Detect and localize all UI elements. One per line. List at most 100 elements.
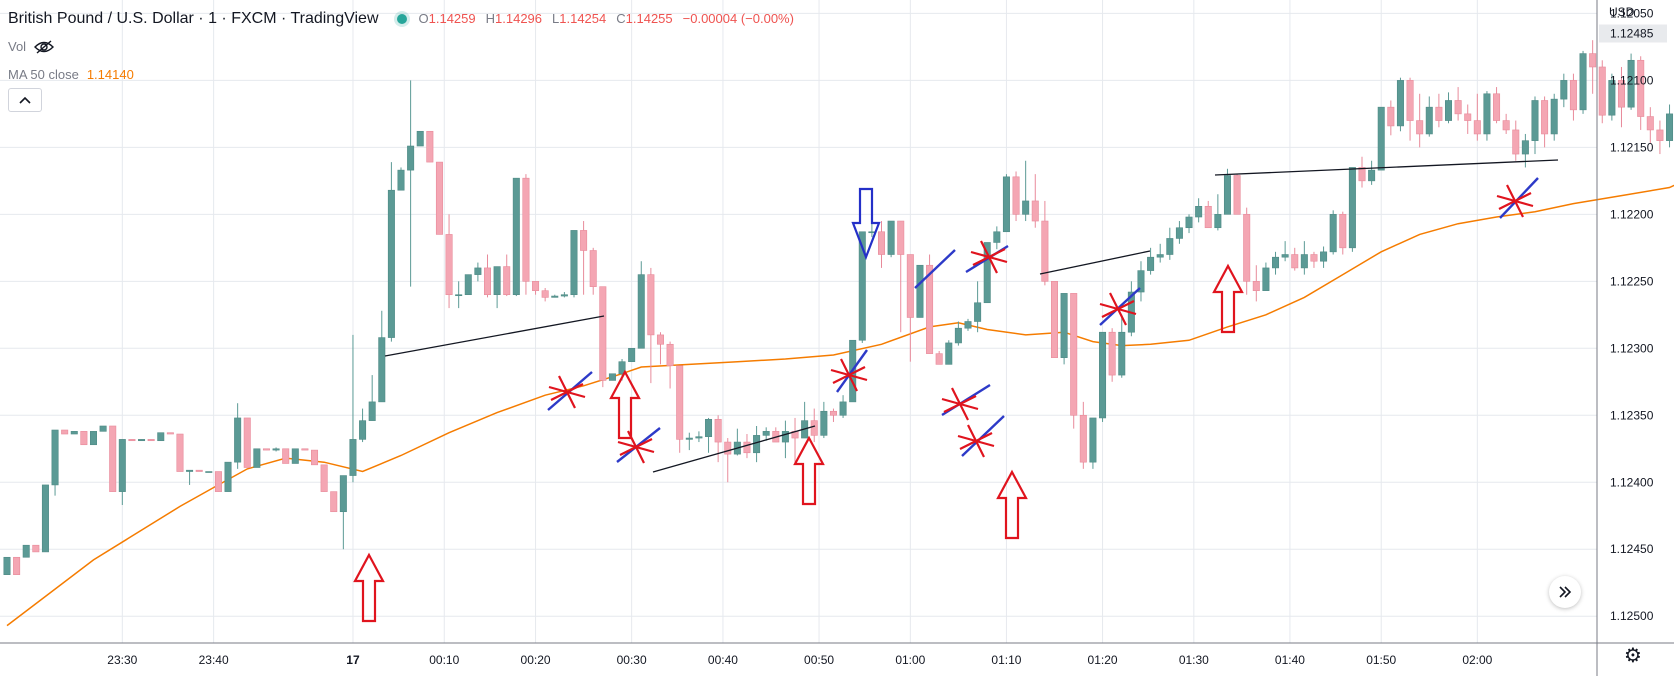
candle-body [1512, 129, 1520, 155]
candle-body [1031, 200, 1039, 222]
price-tick-label: 1.12400 [1610, 475, 1654, 489]
scroll-to-realtime-button[interactable] [1549, 576, 1581, 608]
symbol-title[interactable]: British Pound / U.S. Dollar · 1 · FXCM ·… [8, 10, 379, 27]
candle-body [166, 432, 174, 435]
candle [1070, 293, 1078, 429]
legend-collapse-button[interactable] [8, 88, 42, 112]
candle-body [1060, 293, 1068, 358]
candle-body [1454, 100, 1462, 115]
candle [70, 431, 78, 435]
ohlc-low: L1.14254 [552, 11, 607, 26]
vol-label: Vol [8, 39, 27, 54]
candle [1579, 50, 1587, 114]
candle [560, 292, 568, 298]
candle [1512, 120, 1520, 161]
candle-body [70, 431, 78, 435]
candle [166, 432, 174, 435]
candle-body [1156, 254, 1164, 258]
candle [781, 420, 789, 459]
candle-body [1089, 417, 1097, 463]
candle-body [1387, 106, 1395, 127]
candle-body [868, 231, 876, 234]
black-trendline [652, 425, 816, 473]
eye-off-icon[interactable] [34, 40, 55, 54]
candle [118, 439, 126, 506]
candle-body [1339, 214, 1347, 249]
candle-body [464, 274, 472, 296]
currency-label[interactable]: USD [1609, 5, 1635, 19]
candle-body [618, 361, 626, 375]
candle [1560, 73, 1568, 108]
time-tick-label: 01:10 [991, 653, 1021, 667]
candle-body [906, 254, 914, 318]
price-tick-label: 1.12250 [1610, 274, 1654, 288]
candle [637, 261, 645, 349]
candle [1291, 247, 1299, 271]
candle-body [243, 417, 251, 468]
candle [945, 340, 953, 365]
candle [3, 556, 11, 575]
candle-body [753, 435, 761, 454]
candle [570, 230, 578, 298]
candle-body [839, 401, 847, 416]
cross-stroke [1498, 192, 1532, 210]
candle [1550, 93, 1558, 141]
candle [99, 425, 107, 432]
candle [926, 254, 934, 354]
candle-body [435, 161, 443, 235]
red-cross [548, 375, 586, 409]
candle [1339, 211, 1347, 255]
candle-body [589, 250, 597, 287]
cross-stroke [972, 248, 1006, 266]
legend-vol-row[interactable]: Vol [8, 36, 804, 58]
time-tick-label: 01:20 [1088, 653, 1118, 667]
candle-body [445, 234, 453, 296]
time-tick-label: 02:00 [1462, 653, 1492, 667]
candle [1089, 417, 1097, 469]
candle [1099, 331, 1107, 422]
candle [1127, 281, 1135, 337]
candle-body [51, 429, 59, 486]
candle [1272, 251, 1280, 275]
gear-icon[interactable]: ⚙ [1624, 645, 1642, 667]
candle-body [234, 417, 242, 463]
candle [1627, 53, 1635, 110]
candle-body [781, 431, 789, 443]
candle-body [1022, 200, 1030, 215]
candle-body [1416, 120, 1424, 135]
candle-body [474, 267, 482, 275]
ohlc-close: C1.14255 [616, 11, 673, 26]
candle-body [109, 425, 117, 492]
cross-stroke [619, 438, 653, 456]
candle [1204, 200, 1212, 229]
candle [1348, 167, 1356, 252]
candle [1156, 243, 1164, 263]
candle [464, 274, 472, 296]
red-cross [1099, 292, 1137, 326]
candle-body [1002, 176, 1010, 233]
candle-body [1531, 100, 1539, 141]
candle [157, 432, 165, 442]
candle [753, 425, 761, 463]
legend-ma-row[interactable]: MA 50 close 1.14140 [8, 64, 804, 86]
candle [243, 417, 251, 468]
candle-body [608, 373, 616, 381]
candle-body [195, 469, 203, 472]
candle [1147, 247, 1155, 275]
candle [762, 427, 770, 441]
candle [387, 162, 395, 342]
candle [1252, 265, 1260, 302]
candle [291, 448, 299, 464]
candle-body [1137, 270, 1145, 293]
time-tick-label: 00:20 [521, 653, 551, 667]
candle [532, 281, 540, 295]
candle-body [1598, 66, 1606, 116]
time-tick-label: 01:30 [1179, 653, 1209, 667]
candle [974, 281, 982, 333]
candle [455, 281, 463, 309]
candle-body [426, 130, 434, 163]
candle [1589, 40, 1597, 94]
cross-stroke [1101, 300, 1135, 318]
